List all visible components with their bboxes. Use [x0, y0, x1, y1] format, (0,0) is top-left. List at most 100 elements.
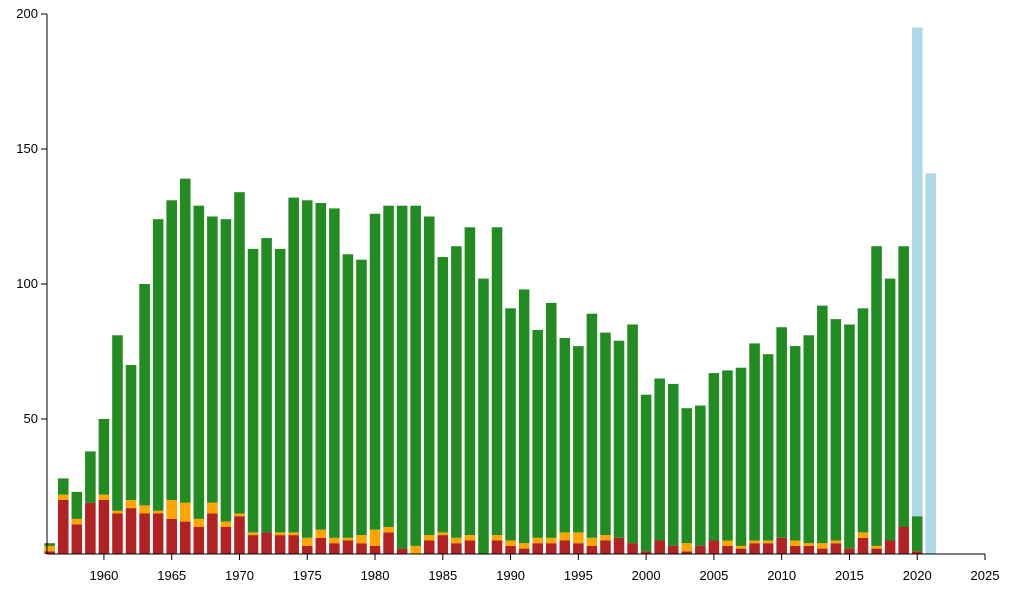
bar-1965-series-0: [166, 518, 177, 554]
bar-1983-series-2: [410, 205, 421, 546]
bar-1977-series-2: [329, 208, 340, 538]
bar-1987-series-2: [464, 227, 476, 536]
bar-2012-series-0: [803, 545, 815, 554]
bar-1965-series-2: [166, 200, 177, 501]
x-ticks-group: 1960 1965 1970 1975 1980 1985 1990 1995 2000 2005…: [89, 554, 999, 583]
bar-1972-series-0: [261, 532, 272, 554]
bar-2008-series-1: [749, 540, 760, 544]
bar-1966-series-0: [179, 521, 191, 554]
bar-1996-series-0: [586, 545, 598, 554]
bar-2017-series-1: [871, 545, 882, 549]
bar-1976-series-2: [315, 203, 327, 530]
bar-2007-series-1: [735, 545, 747, 549]
x-tick-label-1975: 1975: [293, 568, 322, 583]
bar-1960-series-2: [98, 419, 110, 495]
bar-2003-series-0: [681, 551, 693, 554]
bar-1962-series-1: [125, 500, 137, 509]
bar-1993-series-1: [545, 537, 557, 544]
bar-1986-series-0: [451, 543, 462, 554]
bar-1968-series-0: [207, 513, 218, 554]
x-tick-label-1985: 1985: [428, 568, 457, 583]
bar-1958-series-2: [71, 491, 83, 519]
bar-1973-series-2: [274, 248, 286, 533]
bar-1982-series-2: [396, 205, 408, 549]
bar-1974-series-1: [288, 532, 299, 536]
bar-2002-series-2: [667, 383, 679, 546]
bar-2006-series-2: [722, 370, 733, 541]
bar-2001-series-2: [654, 378, 665, 541]
bar-2009-series-2: [762, 354, 774, 541]
bar-2020-series-3: [911, 27, 923, 517]
bar-1991-series-2: [518, 289, 530, 544]
bar-1993-series-0: [545, 543, 557, 554]
bar-1963-series-1: [139, 505, 150, 514]
x-tick-label-1965: 1965: [157, 568, 186, 583]
bar-2004-series-0: [695, 545, 706, 554]
bar-2018-series-0: [884, 540, 896, 554]
bar-1959-series-0: [85, 502, 96, 554]
bar-1967-series-2: [193, 205, 205, 519]
bar-2003-series-2: [681, 408, 693, 544]
bar-1981-series-1: [383, 527, 394, 533]
bar-1969-series-2: [220, 219, 232, 522]
bar-1989-series-0: [491, 540, 503, 554]
bar-1970-series-0: [234, 516, 245, 554]
bar-1984-series-2: [423, 216, 435, 536]
bar-2010-series-0: [776, 537, 787, 554]
bar-2019-series-2: [898, 246, 909, 527]
bar-1990-series-0: [505, 545, 516, 554]
bar-2010-series-2: [776, 327, 787, 538]
bar-1997-series-0: [600, 540, 611, 554]
bar-1997-series-1: [600, 535, 611, 541]
bar-1965-series-1: [166, 500, 177, 519]
bar-1974-series-2: [288, 197, 299, 533]
bar-1975-series-1: [301, 537, 313, 546]
bar-1994-series-0: [559, 540, 571, 554]
bars-group: [44, 27, 937, 555]
bar-2016-series-1: [857, 532, 869, 538]
bar-1966-series-1: [179, 502, 191, 522]
bar-2021-series-3: [925, 173, 937, 555]
bar-1980-series-1: [369, 529, 381, 546]
bar-1968-series-2: [207, 216, 218, 503]
bar-2003-series-1: [681, 543, 693, 552]
bar-1981-series-2: [383, 205, 394, 527]
bar-1980-series-0: [369, 545, 381, 554]
y-tick-label-50: 50: [24, 411, 38, 426]
bar-2002-series-0: [667, 545, 679, 554]
bar-1986-series-2: [451, 246, 462, 538]
bar-1981-series-0: [383, 532, 394, 554]
x-tick-label-2005: 2005: [699, 568, 728, 583]
bar-2001-series-0: [654, 540, 665, 554]
bar-2016-series-0: [857, 537, 869, 554]
bar-1996-series-1: [586, 537, 598, 546]
bar-2017-series-2: [871, 246, 882, 546]
x-tick-label-2000: 2000: [632, 568, 661, 583]
bar-2012-series-2: [803, 335, 815, 544]
bar-1994-series-1: [559, 532, 571, 541]
bar-2008-series-2: [749, 343, 760, 541]
bar-1985-series-2: [437, 257, 449, 533]
bar-2000-series-0: [640, 551, 652, 554]
bar-1959-series-2: [85, 451, 96, 503]
bar-1970-series-1: [234, 513, 245, 517]
bar-2011-series-0: [789, 545, 801, 554]
bar-1984-series-0: [423, 540, 435, 554]
bar-1961-series-2: [112, 335, 123, 511]
bar-1978-series-1: [342, 537, 354, 541]
bar-1990-series-1: [505, 540, 516, 546]
bar-1964-series-1: [152, 510, 164, 514]
bar-1992-series-1: [532, 537, 543, 544]
bar-1963-series-2: [139, 284, 150, 506]
bar-1975-series-2: [301, 200, 313, 538]
bar-1972-series-2: [261, 238, 272, 533]
bar-1974-series-0: [288, 535, 299, 554]
bar-1968-series-1: [207, 502, 218, 514]
bar-1985-series-1: [437, 532, 449, 536]
bar-1961-series-0: [112, 513, 123, 554]
bar-1956-series-2: [44, 543, 55, 546]
bar-1987-series-0: [464, 540, 476, 554]
bar-1985-series-0: [437, 535, 449, 554]
bar-1956-series-0: [44, 551, 55, 554]
bar-1992-series-0: [532, 543, 543, 554]
